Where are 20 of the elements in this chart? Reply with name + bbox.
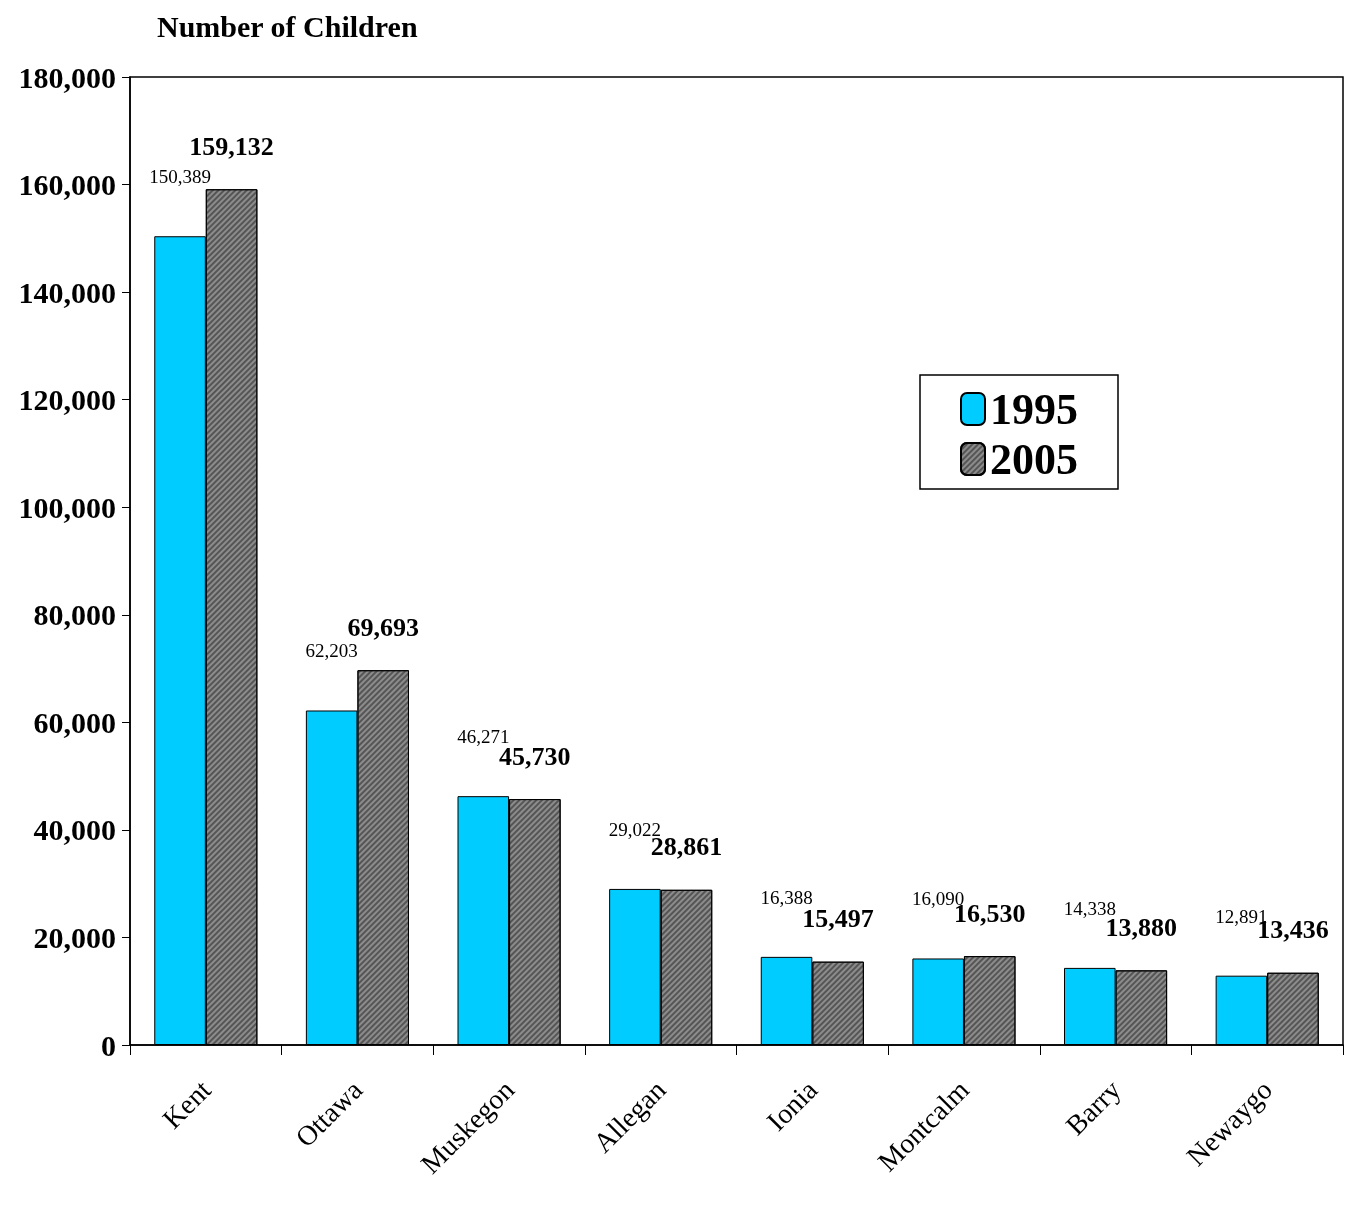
- legend-label: 1995: [990, 384, 1078, 434]
- data-label: 69,693: [347, 612, 419, 642]
- y-tick-label: 120,000: [18, 383, 116, 417]
- y-tick-label: 160,000: [18, 168, 116, 202]
- y-tick-label: 140,000: [18, 275, 116, 309]
- y-tick-label: 100,000: [18, 490, 116, 524]
- y-tick-label: 40,000: [33, 813, 116, 847]
- y-tick-label: 180,000: [18, 60, 116, 94]
- y-tick-label: 80,000: [33, 598, 116, 632]
- y-tick-label: 0: [101, 1028, 116, 1062]
- data-label: 150,389: [149, 166, 211, 188]
- data-label: 46,271: [457, 726, 510, 748]
- legend-label: 2005: [990, 434, 1078, 484]
- y-tick-label: 20,000: [33, 920, 116, 954]
- data-label: 62,203: [305, 640, 358, 662]
- y-axis-title: Number of Children: [157, 9, 418, 43]
- y-tick-label: 60,000: [33, 705, 116, 739]
- x-tick-label: Kent: [156, 1073, 217, 1135]
- data-label: 159,132: [189, 131, 274, 161]
- x-tick-label: Ionia: [760, 1073, 824, 1137]
